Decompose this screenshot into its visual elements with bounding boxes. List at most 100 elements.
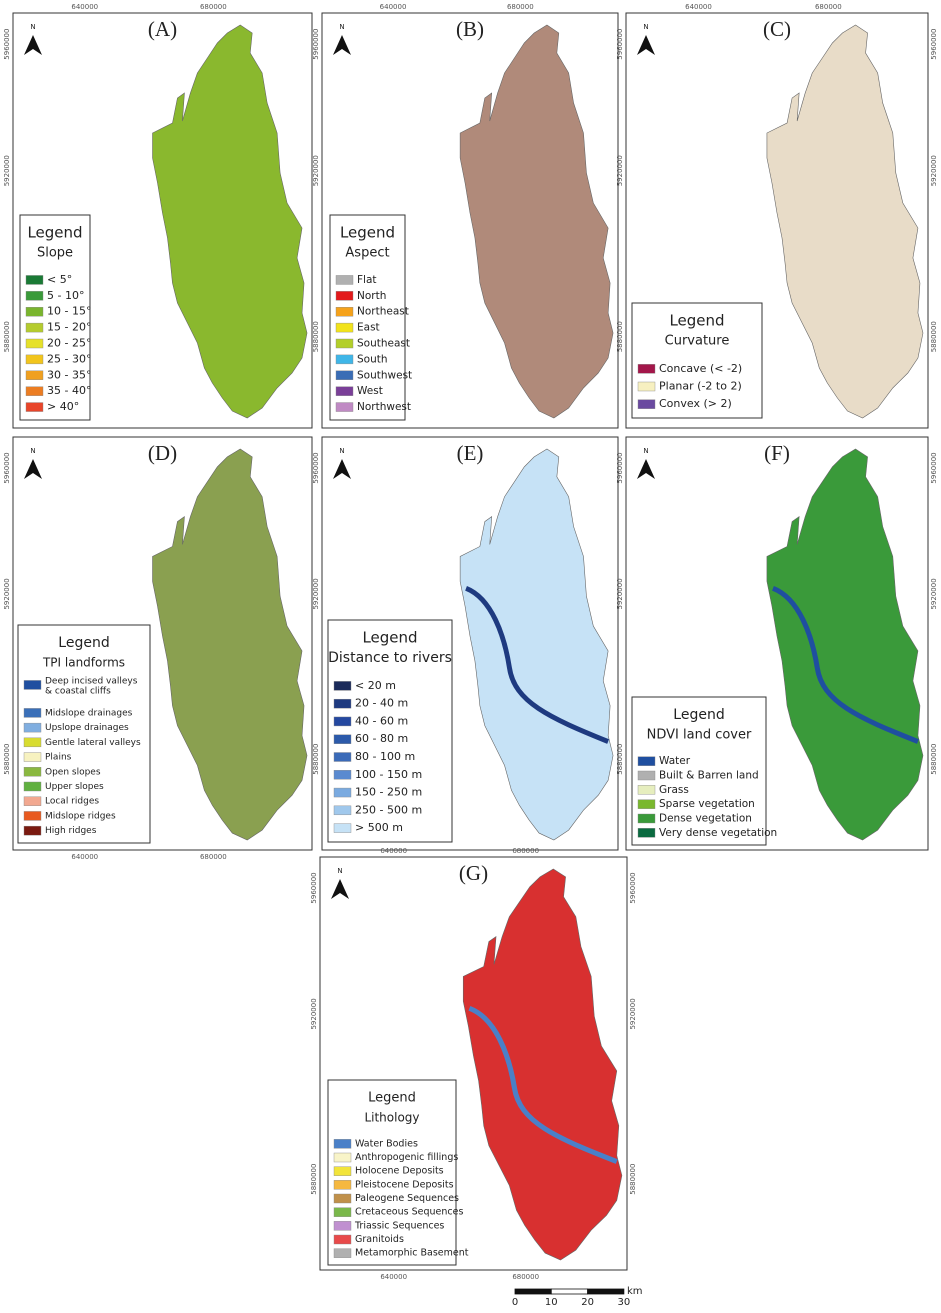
y-tick-label: 5880000	[3, 744, 11, 775]
legend-swatch	[333, 1166, 352, 1176]
x-tick-label: 680000	[507, 3, 534, 11]
legend-label: Convex (> 2)	[659, 397, 732, 410]
legend-label: 150 - 250 m	[355, 786, 422, 799]
map-panel: (B) N 640000 680000 5960000 5920000 5880000 Leg…	[312, 3, 619, 429]
legend-label: Southwest	[357, 369, 412, 381]
legend-swatch	[23, 737, 42, 748]
legend-label: 40 - 60 m	[355, 714, 408, 727]
legend-label: Sparse vegetation	[659, 798, 755, 810]
panel-label: (F)	[764, 441, 790, 465]
legend-box	[327, 619, 453, 843]
y-tick-label: 5920000	[312, 155, 320, 186]
legend-label: Dense vegetation	[659, 813, 752, 825]
legend-swatch	[333, 752, 352, 762]
x-tick-label: 640000	[685, 3, 712, 11]
legend-label: 80 - 100 m	[355, 750, 415, 763]
y-tick-label: 5960000	[3, 29, 11, 60]
scale-unit: km	[627, 1286, 643, 1297]
legend-swatch	[23, 825, 42, 836]
legend-swatch	[25, 275, 44, 285]
legend-label: < 5°	[47, 273, 72, 286]
x-tick-label: 640000	[380, 847, 407, 855]
y-tick-label: 5920000	[3, 578, 11, 609]
legend-swatch	[23, 767, 42, 777]
legend-label: Southeast	[357, 338, 410, 350]
legend-swatch	[333, 1139, 352, 1149]
panel-label: (G)	[459, 861, 488, 885]
legend-label: Northeast	[357, 306, 409, 318]
y-tick-label: 5960000	[3, 452, 11, 483]
legend-label: 30 - 35°	[47, 368, 91, 381]
legend-swatch	[637, 399, 656, 409]
legend-swatch	[333, 1180, 352, 1190]
y-tick-label: 5920000	[3, 155, 11, 186]
north-label: N	[339, 447, 344, 455]
scale-tick-label: 0	[512, 1297, 518, 1308]
legend-title: Legend	[368, 1091, 416, 1106]
legend-swatch	[335, 370, 354, 380]
scale-tick-label: 10	[545, 1297, 558, 1308]
legend-label: West	[357, 385, 383, 397]
north-label: N	[30, 447, 35, 455]
map-panel: (E) N 5960000 5920000 5880000 Legend Distance …	[312, 436, 619, 851]
legend-box	[17, 624, 151, 844]
legend-box	[329, 214, 406, 421]
y-tick-label: 5880000	[312, 321, 320, 352]
scale-segment	[514, 1288, 552, 1295]
legend-swatch	[637, 799, 656, 809]
north-arrow	[24, 459, 42, 479]
y-tick-label: 5880000	[3, 321, 11, 352]
legend-swatch	[637, 770, 656, 781]
legend-swatch	[335, 322, 354, 333]
legend-swatch	[335, 386, 354, 396]
north-label: N	[337, 867, 342, 875]
map-panel: (C) N 640000 680000 5960000 5920000 5880000 596…	[616, 3, 938, 429]
legend-swatch	[637, 828, 656, 838]
legend-subtitle: TPI landforms	[42, 656, 125, 670]
legend-label: Midslope drainages	[45, 708, 133, 718]
legend-label: 35 - 40°	[47, 384, 91, 397]
legend-swatch	[333, 787, 352, 798]
x-tick-label: 640000	[380, 3, 407, 11]
y-tick-label: 5880000	[310, 1164, 318, 1195]
y-tick-label: 5880000	[616, 321, 624, 352]
legend-title: Legend	[58, 635, 109, 651]
legend-label: Upper slopes	[45, 782, 104, 792]
legend-subtitle: Slope	[37, 246, 73, 261]
legend-label: > 40°	[47, 400, 79, 413]
y-tick-label: 5880000	[312, 744, 320, 775]
y-tick-label: 5960000	[310, 872, 318, 903]
legend-swatch	[333, 1207, 352, 1217]
legend-label: Open slopes	[45, 767, 101, 777]
legend-title: Legend	[27, 224, 82, 242]
legend-swatch	[333, 698, 352, 709]
north-arrow	[333, 35, 351, 55]
x-tick-label: 680000	[200, 853, 227, 861]
legend-swatch	[25, 386, 44, 396]
legend-swatch	[25, 402, 44, 412]
legend-swatch	[25, 370, 44, 380]
y-tick-label: 5960000	[629, 872, 637, 903]
legend-title: Legend	[362, 629, 417, 647]
legend-label: Cretaceous Sequences	[355, 1207, 463, 1218]
legend-title: Legend	[673, 707, 724, 723]
legend-label: East	[357, 322, 380, 334]
legend-swatch	[333, 681, 352, 691]
legend-swatch	[333, 716, 352, 727]
north-arrow	[637, 459, 655, 479]
legend-label: Pleistocene Deposits	[355, 1179, 454, 1190]
legend-subtitle: Distance to rivers	[328, 650, 452, 666]
legend-swatch	[23, 752, 42, 762]
y-tick-label: 5920000	[930, 578, 938, 609]
legend-label: Granitoids	[355, 1234, 404, 1245]
map-panel: (G) N 640000 680000 640000 680000 5960000 59200…	[310, 847, 637, 1281]
legend-swatch	[23, 708, 42, 718]
legend-title: Legend	[340, 224, 395, 242]
y-tick-label: 5920000	[616, 578, 624, 609]
x-tick-label: 680000	[512, 847, 539, 855]
legend-swatch	[25, 338, 44, 349]
legend-subtitle: Aspect	[345, 246, 389, 261]
legend-label: Grass	[659, 784, 689, 796]
x-tick-label: 640000	[380, 1273, 407, 1281]
